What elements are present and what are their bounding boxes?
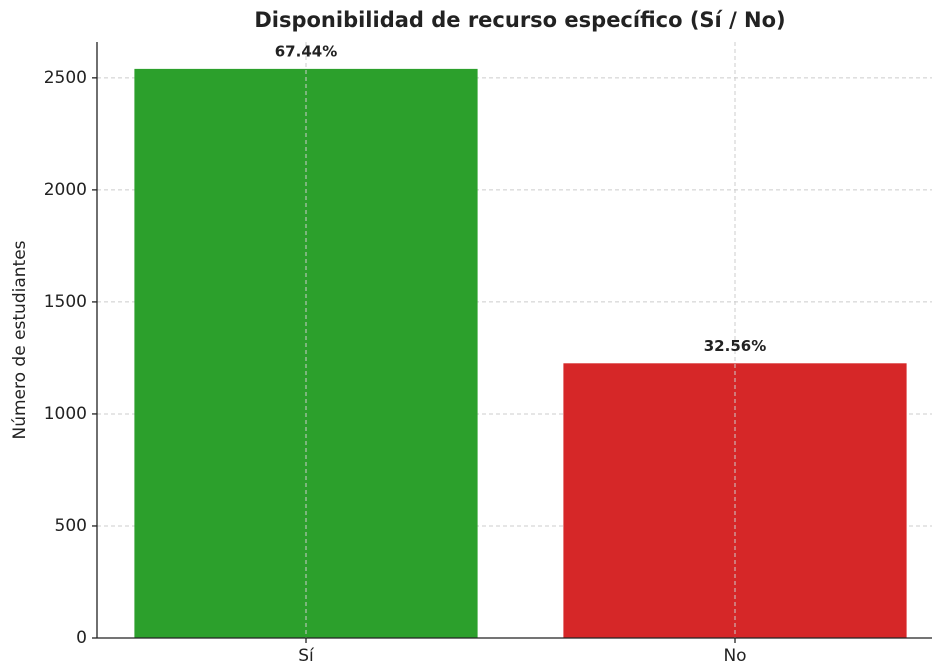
y-tick-label: 2500 [44, 68, 87, 88]
x-tick-label: No [723, 646, 746, 661]
bar-label: 32.56% [704, 337, 766, 355]
y-tick-label: 1500 [44, 292, 87, 312]
y-tick-label: 1000 [44, 404, 87, 424]
y-tick-label: 2000 [44, 180, 87, 200]
x-tick-label: Sí [298, 646, 315, 661]
y-tick-label: 500 [55, 516, 87, 536]
chart-title: Disponibilidad de recurso específico (Sí… [254, 8, 785, 32]
y-tick-label: 0 [76, 628, 87, 648]
bar-label: 67.44% [275, 42, 337, 60]
y-axis-label: Número de estudiantes [10, 240, 30, 439]
